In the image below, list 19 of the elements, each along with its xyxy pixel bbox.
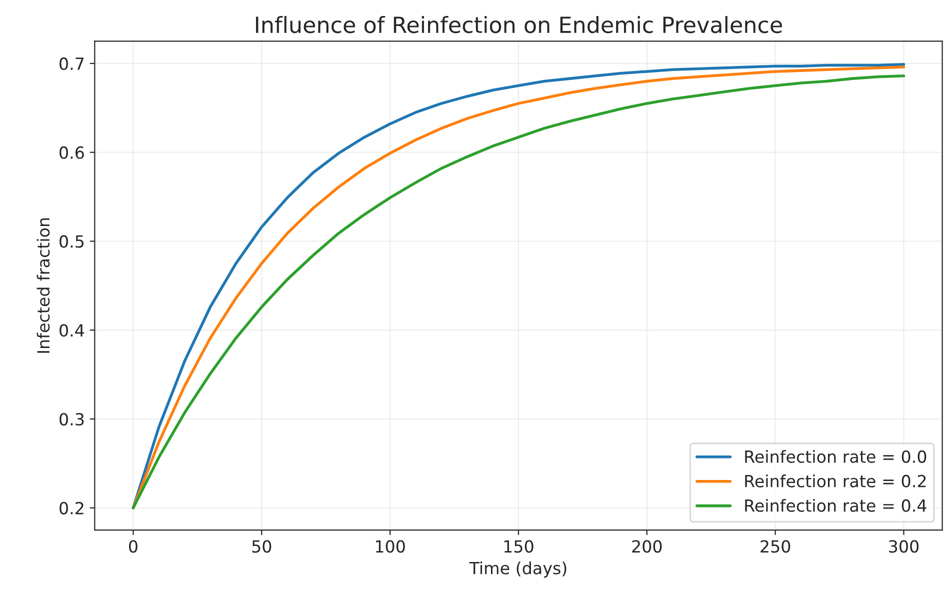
chart-title: Influence of Reinfection on Endemic Prevalence (256, 16, 782, 34)
x-tick-label: 200 (632, 540, 662, 553)
y-tick-label: 0.5 (60, 235, 84, 248)
x-axis-title: Time (days) (469, 562, 566, 578)
y-tick-label: 0.4 (60, 324, 84, 337)
legend-label: Reinfection rate = 0.2 (745, 474, 926, 488)
legend-label: Reinfection rate = 0.4 (745, 498, 926, 512)
x-tick-label: 50 (252, 540, 272, 553)
y-tick-label: 0.2 (60, 502, 84, 514)
x-tick-label: 300 (889, 540, 919, 553)
y-tick-label: 0.3 (60, 412, 84, 426)
x-tick-label: 150 (504, 540, 534, 553)
x-tick-label: 250 (760, 540, 790, 553)
legend-label: Reinfection rate = 0.0 (745, 450, 926, 463)
y-axis-title: Infected fraction (36, 218, 50, 353)
x-tick-label: 100 (376, 540, 405, 553)
y-tick-label: 0.6 (60, 146, 84, 159)
x-tick-label: 0 (129, 540, 138, 553)
y-tick-label: 0.7 (60, 57, 84, 70)
